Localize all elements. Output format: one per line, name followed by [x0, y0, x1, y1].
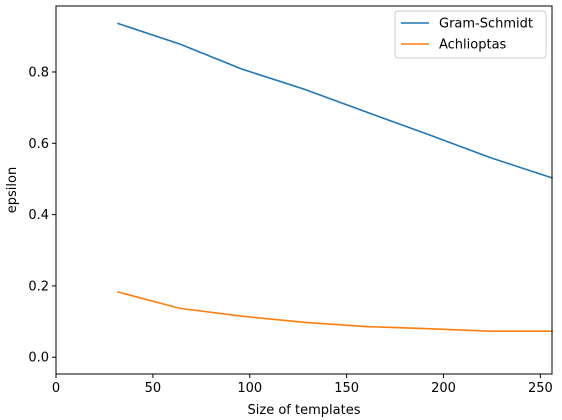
x-axis-label: Size of templates: [248, 403, 361, 418]
y-axis-label: epsilon: [5, 167, 20, 213]
y-tick-label: 0.2: [28, 279, 49, 294]
x-tick-label: 200: [431, 381, 456, 396]
series-line-achlioptas: [117, 291, 553, 333]
series-line-gram-schmidt: [116, 22, 554, 179]
y-axis: 0.0 0.2 0.4 0.6 0.8: [28, 65, 56, 366]
x-tick-label: 50: [145, 381, 162, 396]
x-tick-label: 250: [528, 381, 553, 396]
x-tick-label: 100: [237, 381, 262, 396]
plot-lines: [116, 22, 554, 333]
x-tick-label: 0: [52, 381, 60, 396]
legend: Gram-Schmidt Achlioptas: [394, 10, 547, 59]
x-axis: 0 50 100 150 200 250: [52, 374, 553, 396]
legend-label: Achlioptas: [439, 38, 507, 53]
x-tick-label: 150: [334, 381, 359, 396]
legend-label: Gram-Schmidt: [439, 17, 533, 32]
y-tick-label: 0.8: [28, 65, 49, 80]
legend-box: [394, 10, 547, 59]
y-tick-label: 0.0: [28, 351, 49, 366]
y-tick-label: 0.6: [28, 137, 49, 152]
y-tick-label: 0.4: [28, 208, 49, 223]
plot-frame: [55, 5, 553, 375]
